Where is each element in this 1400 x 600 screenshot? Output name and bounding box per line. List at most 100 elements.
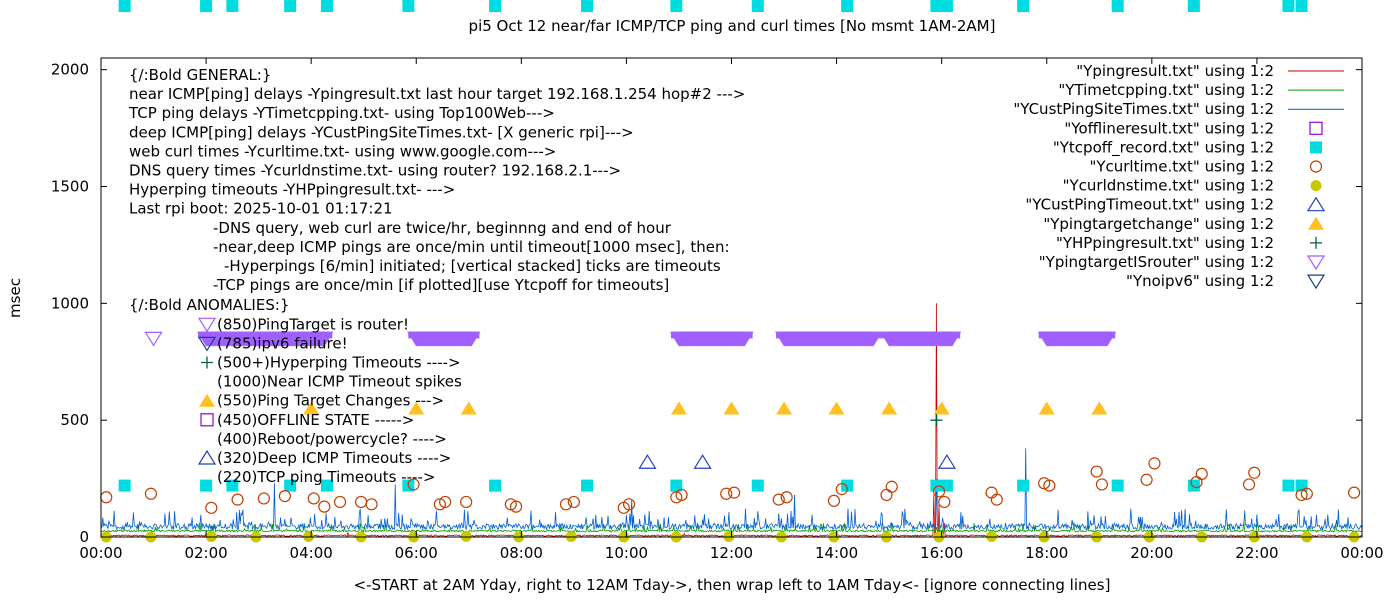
- data-point: [1295, 488, 1308, 502]
- data-point: [841, 0, 854, 12]
- annotation-line: -Hyperpings [6/min] initiated; [vertical…: [224, 257, 721, 275]
- data-point: [408, 401, 425, 415]
- legend-marker: [1306, 196, 1326, 212]
- data-point: [433, 498, 446, 511]
- data-point: [720, 487, 733, 500]
- data-point: [1038, 401, 1055, 415]
- annotation-line: {/:Bold ANOMALIES:}: [129, 296, 289, 314]
- x-tick-label: 02:00: [184, 544, 227, 562]
- legend-label: "Ypingtargetchange" using 1:2: [1043, 215, 1274, 233]
- legend-marker: [1310, 236, 1322, 249]
- data-point: [670, 479, 683, 492]
- data-point: [751, 479, 764, 492]
- data-point-band: [198, 332, 333, 339]
- data-point-band: [408, 332, 480, 339]
- annotation-line: near ICMP[ping] delays -Ypingresult.txt …: [129, 85, 745, 103]
- x-tick-label: 22:00: [1235, 544, 1278, 562]
- data-point: [581, 479, 594, 492]
- annotation-line: (400)Reboot/powercycle? ---->: [217, 430, 447, 448]
- data-point: [938, 495, 951, 509]
- data-point: [226, 479, 239, 492]
- data-point: [1038, 477, 1051, 490]
- data-point: [937, 454, 956, 469]
- annotation-line: deep ICMP[ping] delays -YCustPingSiteTim…: [129, 123, 634, 141]
- data-point: [1300, 487, 1313, 500]
- chart-title: pi5 Oct 12 near/far ICMP/TCP ping and cu…: [469, 17, 996, 35]
- annotation-block: {/:Bold GENERAL:}near ICMP[ping] delays …: [128, 66, 745, 486]
- data-point: [1111, 0, 1124, 12]
- data-point: [1282, 0, 1295, 12]
- annotation-marker: [197, 317, 217, 333]
- annotation-line: (220)TCP ping Timeouts ---->: [217, 468, 435, 486]
- series-line-2: [100, 448, 1363, 531]
- data-point: [489, 0, 502, 12]
- data-point: [1187, 0, 1200, 12]
- data-point: [772, 493, 785, 506]
- data-point: [940, 479, 953, 492]
- data-point: [100, 491, 113, 504]
- data-point: [307, 492, 320, 505]
- data-point: [1248, 466, 1261, 479]
- data-point: [670, 491, 683, 504]
- data-point: [670, 401, 687, 415]
- annotation-marker: [199, 393, 215, 407]
- plot-area: 00:00 02:00 04:00 06:00 08:00 10:00 12:00 14:00…: [51, 0, 1384, 562]
- legend-label: "Ytcpoff_record.txt" using 1:2: [1053, 138, 1274, 157]
- annotation-line: {/:Bold GENERAL:}: [129, 66, 271, 84]
- legend-label: "YCustPingSiteTimes.txt" using 1:2: [1013, 100, 1274, 118]
- data-point-band: [670, 332, 753, 339]
- data-point: [144, 331, 163, 347]
- data-point: [933, 401, 950, 415]
- data-point: [284, 479, 297, 492]
- data-point: [407, 478, 420, 491]
- legend-label: "YTimetcpping.txt" using 1:2: [1058, 81, 1274, 99]
- data-point: [670, 0, 683, 12]
- data-point: [318, 500, 331, 513]
- annotation-line: -near,deep ICMP pings are once/min until…: [213, 238, 730, 256]
- data-point: [1195, 467, 1208, 481]
- y-tick-label: 1500: [51, 178, 89, 196]
- data-point: [200, 0, 213, 12]
- annotation-line: (1000)Near ICMP Timeout spikes: [217, 373, 462, 391]
- data-point: [439, 495, 452, 509]
- data-point: [693, 454, 712, 469]
- annotation-line: -DNS query, web curl are twice/hr, begin…: [213, 219, 672, 237]
- data-point: [1242, 478, 1256, 491]
- legend-marker: [1308, 216, 1324, 230]
- data-point: [581, 0, 594, 12]
- data-point: [880, 488, 893, 502]
- x-tick-label: 00:00: [1340, 544, 1383, 562]
- annotation-line: -TCP pings are once/min [if plotted][use…: [213, 276, 669, 294]
- y-tick-label: 2000: [51, 61, 89, 79]
- annotation-line: Last rpi boot: 2025-10-01 01:17:21: [129, 200, 393, 218]
- data-point-band: [1038, 332, 1116, 339]
- data-point: [1017, 479, 1030, 492]
- annotation-marker: [197, 336, 217, 352]
- x-tick-label: 12:00: [710, 544, 753, 562]
- legend-label: "Ycurltime.txt" using 1:2: [1089, 158, 1274, 176]
- x-tick-label: 10:00: [605, 544, 648, 562]
- data-point: [1140, 473, 1153, 486]
- data-point: [460, 401, 477, 415]
- data-point: [728, 486, 741, 499]
- data-point: [723, 401, 740, 415]
- data-point: [257, 492, 270, 505]
- data-point: [835, 483, 848, 496]
- data-point: [1017, 0, 1030, 12]
- annotation-line: Hyperping timeouts -YHPpingresult.txt- -…: [129, 181, 455, 199]
- data-point: [460, 495, 473, 509]
- legend-label: "Ycurldnstime.txt" using 1:2: [1063, 177, 1274, 195]
- data-point: [1187, 479, 1200, 492]
- legend-label: "Ynoipv6" using 1:2: [1126, 272, 1274, 290]
- data-point: [354, 495, 368, 509]
- y-tick-label: 1000: [51, 294, 89, 312]
- data-point: [284, 0, 297, 12]
- annotation-line: (850)PingTarget is router!: [217, 315, 409, 333]
- data-point-band: [776, 332, 882, 339]
- legend-marker: [1310, 141, 1322, 154]
- annotation-marker: [201, 356, 213, 369]
- data-point: [1348, 486, 1361, 499]
- data-point: [460, 530, 472, 542]
- legend-marker: [1309, 121, 1323, 135]
